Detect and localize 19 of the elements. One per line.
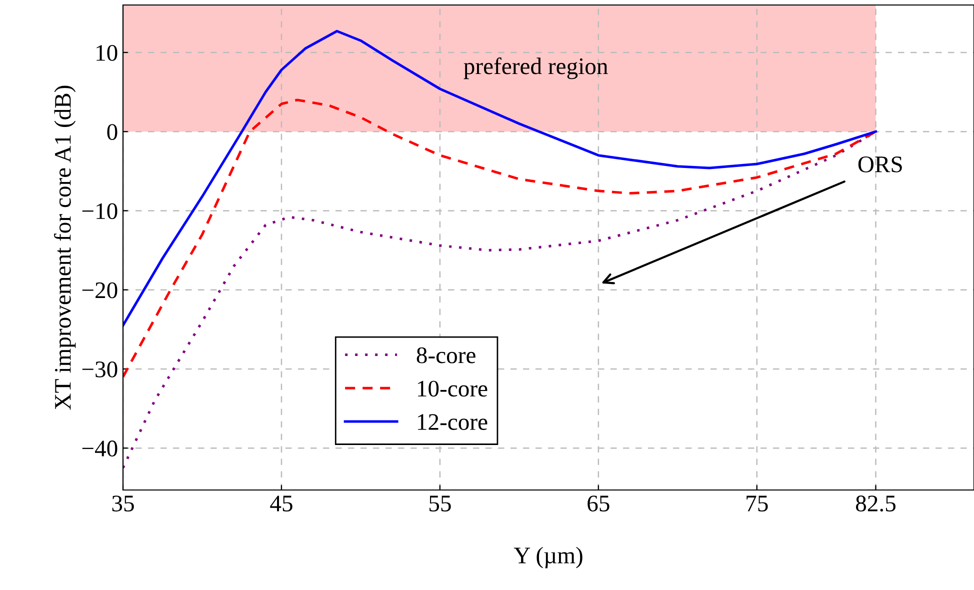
y-tick-label: −10 [82,203,118,220]
y-tick-label: −40 [82,440,118,456]
band-label: prefered region [464,57,608,80]
y-tick-label: −30 [82,361,118,378]
x-tick-label: 65 [588,496,610,512]
legend-label: 8-core [416,347,476,364]
annotation: ORS [858,156,902,172]
x-tick-label: 45 [270,496,292,512]
x-tick-label: 55 [430,496,451,512]
legend-label: 12-core [418,414,488,430]
x-tick-label: 82.5 [856,496,896,512]
y-axis-title: XT improvement for core A1 (dB) [54,86,76,410]
x-axis-title: Y (µm) [514,546,582,568]
x-tick-label: 35 [112,496,134,512]
y-tick-label: 10 [96,44,118,61]
y-tick-label: −20 [82,282,118,298]
x-tick-label: 75 [746,496,768,512]
y-tick-label: 0 [107,124,118,140]
legend-label: 10-core [418,380,488,397]
